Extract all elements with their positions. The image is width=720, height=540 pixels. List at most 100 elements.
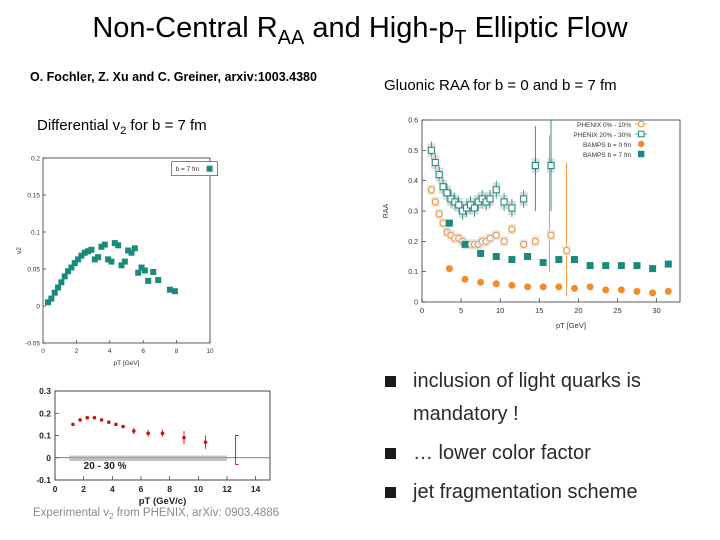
data-point — [617, 262, 625, 270]
data-point — [75, 256, 82, 263]
data-point — [539, 283, 547, 291]
data-point — [125, 247, 132, 254]
data-point — [500, 198, 508, 206]
x-tick-label: 6 — [139, 484, 144, 494]
data-point — [492, 231, 500, 239]
data-point — [138, 264, 145, 271]
x-axis-label: pT [GeV] — [556, 321, 586, 330]
x-tick-label: 4 — [110, 484, 115, 494]
data-point — [664, 260, 672, 268]
data-point — [555, 283, 563, 291]
data-point — [121, 258, 128, 265]
data-point — [445, 265, 453, 273]
centrality-annotation: 20 - 30 % — [84, 461, 127, 472]
data-point — [531, 237, 539, 245]
y-tick-label: 0.5 — [408, 148, 418, 155]
x-tick-label: 0 — [53, 484, 58, 494]
data-point — [520, 240, 528, 248]
y-tick-label: -0.1 — [36, 475, 51, 485]
data-point — [492, 186, 500, 194]
y-tick-label: 0.3 — [39, 386, 51, 396]
data-point — [160, 431, 165, 436]
x-axis-label: pT (GeV/c) — [139, 496, 187, 507]
data-point — [617, 286, 625, 294]
data-point — [486, 234, 494, 242]
data-point — [508, 225, 516, 233]
data-point — [649, 265, 657, 273]
x-tick-label: 8 — [167, 484, 172, 494]
data-point — [477, 249, 485, 257]
x-tick-label: 20 — [574, 306, 582, 315]
legend-label: b = 7 fm — [176, 166, 200, 173]
data-point — [106, 420, 111, 424]
y-tick-label: 0.1 — [408, 269, 418, 276]
data-point — [99, 418, 104, 422]
data-point — [171, 288, 178, 295]
data-point — [68, 264, 75, 271]
data-point — [98, 243, 105, 250]
x-tick-label: 2 — [81, 484, 86, 494]
data-point — [524, 283, 532, 291]
data-point — [91, 256, 98, 263]
data-point — [71, 260, 78, 267]
data-point — [531, 162, 539, 169]
data-point — [431, 158, 439, 166]
data-point — [78, 418, 82, 422]
x-tick-label: 5 — [459, 306, 463, 315]
y-tick-label: -0.05 — [25, 341, 40, 348]
data-point — [443, 189, 451, 197]
data-point — [131, 245, 138, 252]
data-point — [586, 283, 594, 291]
data-point — [146, 431, 150, 436]
legend-marker — [637, 150, 645, 158]
bullet-list: inclusion of light quarks is mandatory !… — [385, 365, 705, 515]
x-tick-label: 6 — [141, 348, 145, 355]
data-point — [45, 299, 52, 306]
data-point — [145, 277, 152, 284]
data-point — [166, 286, 173, 293]
x-axis-label: pT [GeV] — [114, 360, 140, 367]
data-point — [88, 246, 95, 253]
data-point — [477, 278, 485, 286]
data-point — [539, 259, 547, 267]
gluonic-raa-caption: Gluonic RAA for b = 0 and b = 7 fm — [384, 77, 617, 94]
data-point — [664, 287, 672, 295]
data-point — [108, 258, 115, 265]
data-point — [500, 237, 508, 245]
data-point — [633, 262, 641, 270]
data-point — [445, 219, 453, 227]
bullet-item: … lower color factor — [385, 437, 705, 470]
page-title: Non-Central RAA and High-pT Elliptic Flo… — [92, 12, 628, 49]
y-tick-label: 0.4 — [408, 178, 418, 185]
legend-label: PHENIX 20% - 30% — [573, 132, 631, 139]
data-point — [101, 241, 108, 248]
legend-marker — [637, 130, 645, 138]
data-point — [461, 240, 469, 248]
legend-marker — [206, 165, 213, 172]
data-point — [508, 256, 516, 264]
data-point — [65, 268, 72, 275]
x-tick-label: 0 — [41, 348, 45, 355]
data-point — [563, 246, 571, 254]
data-point — [461, 275, 469, 283]
data-point — [55, 284, 62, 291]
data-point — [508, 204, 516, 212]
data-point — [95, 254, 102, 261]
y-tick-label: 0.2 — [31, 156, 40, 163]
legend-box — [171, 161, 218, 176]
data-point — [486, 195, 494, 203]
data-point — [111, 240, 118, 247]
data-point — [78, 252, 85, 259]
x-tick-label: 25 — [613, 306, 621, 315]
data-point — [118, 262, 125, 269]
data-point — [435, 171, 443, 179]
error-bracket — [235, 435, 239, 465]
data-point — [203, 440, 208, 444]
data-point — [427, 146, 435, 154]
data-point — [455, 201, 463, 209]
raa-gluonic-chart: 0 5 10 15 20 25 30 0 0.1 0.2 0.3 0.4 0.5 0.6 pT [GeV] R… — [383, 118, 681, 330]
legend-label: BAMPS b = 0 fm — [583, 142, 631, 149]
systematic-band — [69, 455, 227, 462]
authors-citation: O. Fochler, Z. Xu and C. Greiner, arxiv:… — [30, 70, 317, 84]
data-point — [92, 415, 97, 420]
